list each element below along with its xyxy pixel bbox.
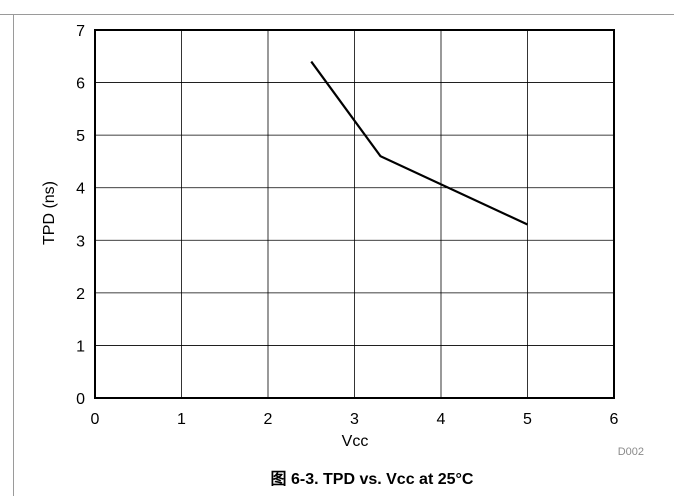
x-tick-label: 5 — [523, 411, 532, 428]
figure-caption: 图 6-3. TPD vs. Vcc at 25°C — [271, 470, 474, 488]
y-tick-label: 2 — [76, 286, 85, 303]
x-tick-label: 3 — [350, 411, 359, 428]
series-line — [310, 60, 528, 226]
y-tick-label: 6 — [76, 76, 85, 93]
top-rule — [0, 14, 674, 15]
x-tick-label: 2 — [264, 411, 273, 428]
x-tick-label: 4 — [437, 411, 446, 428]
y-tick-label: 5 — [76, 128, 85, 145]
plot-area-border — [94, 29, 615, 399]
y-tick-labels: 0 1 2 3 4 5 6 7 — [76, 23, 85, 408]
x-tick-label: 1 — [177, 411, 186, 428]
x-axis-label: Vcc — [342, 433, 369, 450]
y-tick-label: 4 — [76, 181, 85, 198]
figure-code: D002 — [618, 446, 644, 458]
x-tick-label: 0 — [91, 411, 100, 428]
y-tick-label: 3 — [76, 233, 85, 250]
y-tick-label: 0 — [76, 391, 85, 408]
y-tick-label: 1 — [76, 338, 85, 355]
left-rule — [13, 14, 14, 496]
grid-lines — [95, 30, 614, 398]
series-group — [310, 60, 528, 226]
x-tick-label: 6 — [610, 411, 619, 428]
y-tick-label: 7 — [76, 23, 85, 40]
x-tick-labels: 0 1 2 3 4 5 6 — [91, 411, 619, 428]
y-axis-label: TPD (ns) — [41, 181, 58, 245]
